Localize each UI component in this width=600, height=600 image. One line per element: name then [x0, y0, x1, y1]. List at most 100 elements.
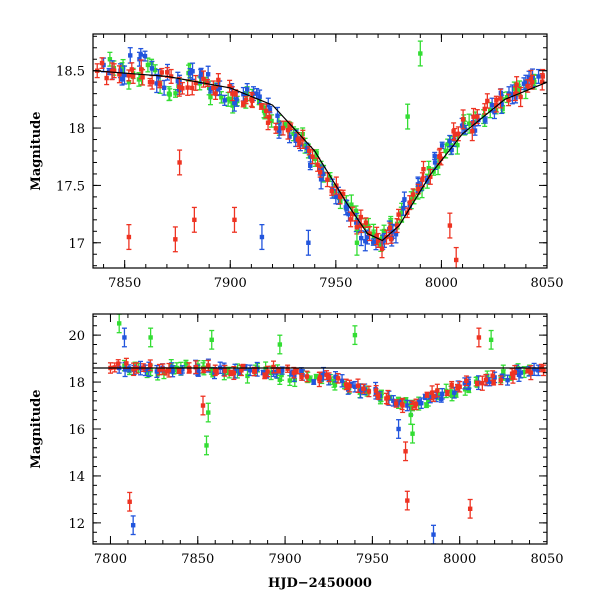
- top-data-point: [149, 74, 155, 90]
- bottom-outlier-point: [396, 419, 402, 439]
- bottom-data-point: [324, 370, 330, 380]
- bottom-outlier-point: [410, 423, 416, 444]
- bottom-x-tick-label: 7900: [269, 552, 302, 567]
- top-outlier-point: [126, 223, 132, 251]
- top-data-point: [185, 79, 191, 96]
- top-data-point: [273, 122, 279, 134]
- bottom-data-point: [383, 392, 389, 405]
- top-x-tick-label: 7850: [108, 276, 141, 291]
- bottom-data-point: [390, 395, 396, 407]
- top-data-point: [400, 200, 406, 216]
- top-data-point: [190, 62, 196, 80]
- bottom-y-tick-label: 12: [68, 517, 85, 532]
- top-data-points: [93, 40, 547, 268]
- top-outlier-point: [177, 149, 183, 176]
- bottom-x-tick-label: 7850: [181, 552, 214, 567]
- bottom-outlier-point: [431, 524, 436, 544]
- top-data-point: [358, 218, 364, 234]
- top-data-point: [375, 232, 381, 249]
- top-data-point: [243, 95, 249, 105]
- model-curve: [93, 70, 547, 242]
- bottom-data-point: [160, 363, 166, 375]
- bottom-data-point: [404, 399, 410, 412]
- bottom-axes: 7800 7850 7900 7950 8000 8050 12 14 16 18 20: [68, 314, 564, 567]
- top-data-point: [164, 66, 170, 78]
- bottom-outlier-point: [127, 491, 133, 512]
- top-outlier-point: [172, 226, 178, 253]
- bottom-data-point: [212, 364, 218, 377]
- bottom-data-point: [399, 398, 405, 411]
- bottom-data-point: [347, 379, 353, 393]
- bottom-data-point: [498, 375, 504, 386]
- bottom-outlier-point: [204, 435, 209, 456]
- top-data-point: [280, 120, 286, 136]
- bottom-data-point: [231, 365, 237, 381]
- bottom-data-point: [176, 368, 182, 374]
- bottom-x-axis-title: HJD−2450000: [268, 576, 372, 591]
- bottom-data-point: [299, 372, 305, 381]
- top-data-point: [145, 57, 151, 73]
- bottom-data-point: [393, 399, 399, 408]
- bottom-data-point: [252, 367, 258, 374]
- bottom-outlier-point: [467, 498, 473, 519]
- bottom-data-point: [505, 374, 511, 386]
- bottom-panel: 7800 7850 7900 7950 8000 8050 12 14 16 18 20 Magni…: [29, 313, 564, 591]
- bottom-data-point: [333, 371, 339, 383]
- top-data-point: [350, 206, 356, 222]
- bottom-data-point: [541, 364, 547, 377]
- bottom-outlier-point: [403, 441, 409, 462]
- top-data-point: [176, 76, 182, 97]
- top-outlier-point: [259, 223, 265, 251]
- bottom-data-point: [285, 364, 291, 373]
- bottom-data-point: [479, 375, 485, 391]
- top-data-point: [218, 91, 224, 104]
- bottom-outlier-point: [205, 402, 211, 423]
- bottom-data-point: [424, 391, 430, 398]
- bottom-y-tick-label: 20: [68, 329, 85, 344]
- bottom-data-point: [366, 385, 372, 398]
- bottom-data-point: [375, 392, 381, 400]
- bottom-data-point: [444, 389, 450, 397]
- bottom-outlier-point: [408, 404, 414, 425]
- bottom-data-point: [474, 380, 480, 387]
- bottom-outlier-point: [476, 327, 482, 348]
- top-data-point: [493, 97, 499, 113]
- top-data-point: [140, 69, 146, 86]
- bottom-data-point: [509, 368, 515, 380]
- top-panel: 7850 7900 7950 8000 8050 17 17.5 18 18.5 Magnitu…: [29, 33, 564, 291]
- top-data-point: [460, 109, 466, 130]
- top-data-point: [324, 172, 330, 188]
- top-data-point: [388, 234, 394, 244]
- top-data-point: [518, 86, 524, 108]
- bottom-data-point: [439, 387, 445, 400]
- top-y-tick-label: 17: [68, 237, 85, 252]
- top-data-point: [157, 80, 163, 89]
- bottom-outlier-point: [121, 327, 127, 348]
- bottom-data-point: [311, 379, 317, 385]
- bottom-data-point: [335, 372, 341, 384]
- top-outlier-point: [191, 206, 197, 233]
- top-data-point: [116, 65, 122, 84]
- bottom-outlier-point: [404, 490, 410, 511]
- bottom-y-tick-label: 14: [68, 470, 85, 485]
- top-data-point: [509, 84, 515, 105]
- top-data-point: [420, 160, 426, 178]
- bottom-y-axis-title: Magnitude: [29, 389, 44, 468]
- top-data-point: [439, 141, 445, 150]
- bottom-data-point: [413, 398, 419, 411]
- bottom-data-point: [193, 360, 199, 375]
- top-data-point: [258, 103, 264, 110]
- bottom-plot-frame: [92, 313, 548, 545]
- bottom-outlier-point: [200, 395, 206, 416]
- top-data-point: [370, 238, 376, 246]
- bottom-data-point: [238, 364, 244, 377]
- top-data-point: [263, 103, 269, 119]
- bottom-x-tick-label: 7800: [94, 552, 127, 567]
- top-data-point: [484, 93, 490, 109]
- bottom-x-tick-label: 7950: [356, 552, 389, 567]
- bottom-y-tick-label: 16: [68, 423, 85, 438]
- top-data-point: [210, 80, 216, 96]
- top-data-point: [482, 103, 488, 115]
- bottom-data-point: [463, 375, 469, 387]
